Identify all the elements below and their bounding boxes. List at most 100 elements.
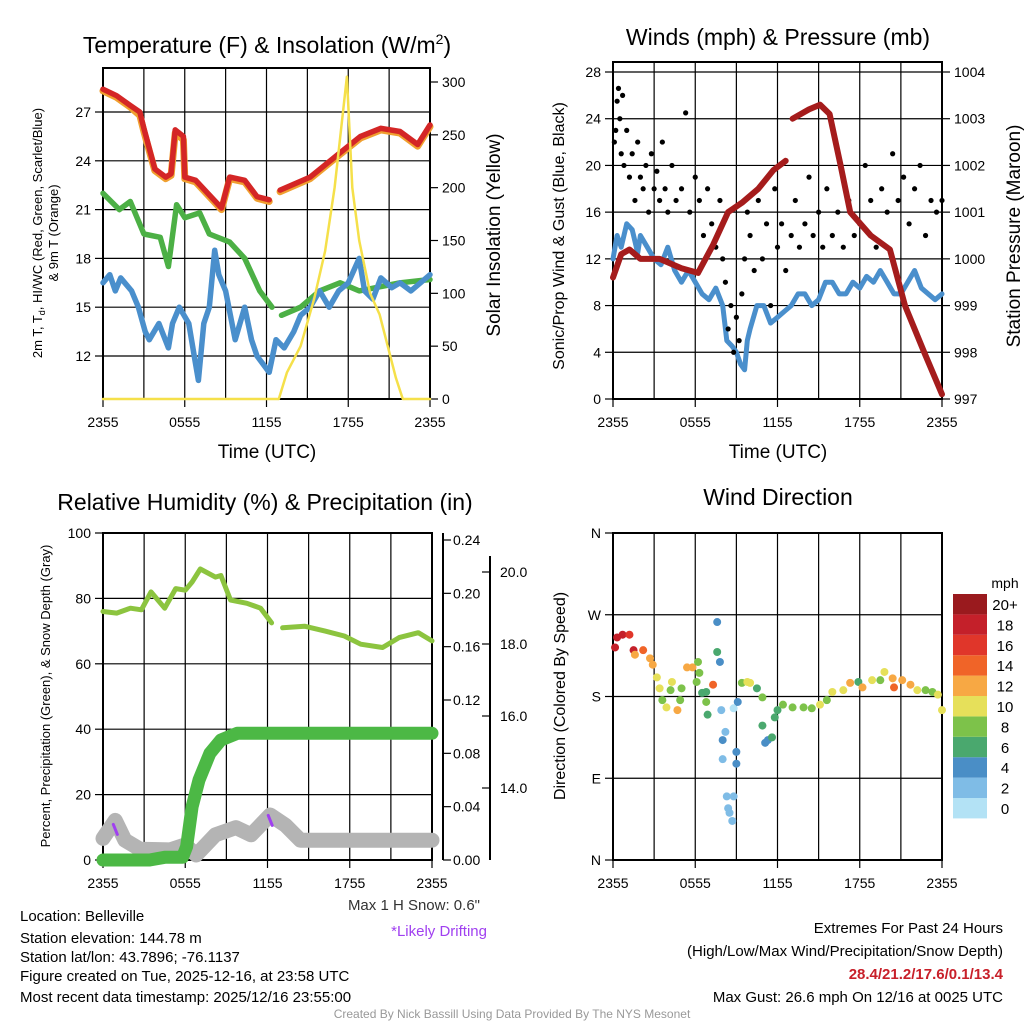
wind-direction-point	[709, 680, 718, 689]
legend-label: 12	[997, 679, 1014, 696]
right-y-tick-label: 300	[442, 74, 466, 90]
gust-point	[747, 232, 753, 239]
x-tick-label: 1755	[844, 414, 875, 430]
wind-direction-point	[898, 676, 907, 685]
series-hi-wc	[100, 247, 433, 384]
rh-panel-title: Relative Humidity (%) & Precipitation (i…	[57, 489, 472, 515]
x-tick-label: 2355	[416, 875, 447, 891]
y-tick-label: 100	[68, 525, 92, 541]
wind-direction-point	[652, 673, 661, 682]
legend-swatch	[953, 614, 987, 635]
y-tick-label: 24	[75, 153, 91, 169]
gust-point	[683, 110, 689, 116]
gust-point	[768, 302, 774, 309]
x-tick-label: 1755	[844, 875, 875, 891]
right-y-tick-label: 1004	[954, 64, 985, 80]
legend-label: 0	[1001, 801, 1009, 818]
wind-direction-point	[807, 704, 816, 713]
gust-point	[696, 197, 702, 204]
wind-direction-point	[702, 697, 711, 706]
gust-point	[624, 127, 630, 133]
gust-point	[783, 267, 789, 274]
y-tick-label: S	[592, 689, 601, 705]
legend-swatch	[953, 655, 987, 676]
x-tick-label: 1755	[334, 875, 365, 891]
gust-point	[763, 221, 770, 227]
series-solar	[101, 75, 432, 401]
legend-swatch	[953, 798, 987, 819]
right-y-tick-label: 1001	[954, 204, 985, 220]
gust-point	[731, 349, 737, 355]
wind-direction-point	[715, 657, 724, 666]
speed-legend: 0 2 4 6 8 10 12 14 16 18 20+	[953, 594, 1018, 819]
gust-point	[873, 244, 879, 250]
gust-point	[646, 209, 652, 215]
gust-point	[835, 209, 841, 215]
legend-label: 20+	[992, 597, 1018, 614]
y-tick-label: 0	[593, 391, 601, 407]
wind-direction-point	[655, 684, 664, 693]
gust-point	[709, 221, 715, 227]
gust-point	[651, 186, 657, 192]
gust-point	[744, 209, 750, 215]
gust-point	[728, 302, 734, 309]
gust-point	[617, 116, 623, 122]
gust-point	[717, 197, 723, 204]
wind-direction-point	[676, 696, 685, 705]
legend-swatch	[953, 716, 987, 737]
gust-point	[725, 326, 731, 332]
wind-y-axis-label: Sonic/Prop Wind & Gust (Blue, Black)	[551, 102, 568, 370]
gust-point	[704, 186, 711, 192]
wind-direction-point	[648, 660, 657, 669]
wind-direction-point	[732, 759, 741, 768]
x-tick-label: 1155	[762, 875, 792, 891]
wind-direction-point	[752, 684, 761, 693]
wind-direction-point	[938, 706, 946, 715]
wind-direction-point	[722, 792, 731, 801]
legend-label: 14	[997, 658, 1014, 675]
legend-label: 4	[1001, 760, 1009, 777]
legend-swatch	[953, 675, 987, 696]
gust-point	[851, 232, 857, 239]
legend-label: 18	[997, 617, 1014, 634]
legend-label: 6	[1001, 740, 1009, 757]
wind-direction-point	[858, 683, 867, 692]
gust-point	[640, 186, 646, 192]
x-tick-label: 1155	[252, 875, 282, 891]
plot-frame	[102, 532, 433, 861]
gust-point	[637, 174, 644, 180]
snow-tick-label: 14.0	[500, 780, 527, 796]
x-tick-label: 0555	[680, 875, 711, 891]
wind-direction-point	[913, 686, 922, 695]
y-tick-label: 12	[75, 348, 91, 364]
gust-point	[933, 209, 940, 215]
plot-frame	[612, 61, 943, 400]
series-pressure	[610, 101, 945, 398]
wind-direction-point	[658, 696, 667, 705]
gust-point	[779, 221, 785, 227]
x-tick-label: 0555	[170, 875, 201, 891]
right-y-tick-label: 1003	[954, 111, 985, 127]
legend-title: mph	[991, 575, 1018, 591]
wind-direction-point	[868, 676, 877, 685]
gust-point	[901, 174, 907, 180]
x-tick-label: 1155	[762, 414, 792, 430]
right-y-tick-label: 100	[442, 285, 466, 301]
gust-point	[879, 186, 885, 192]
right-y-tick-label: 0	[442, 391, 450, 407]
extremes-block: Extremes For Past 24 Hours (High/Low/Max…	[687, 920, 1004, 1006]
gust-point	[840, 244, 846, 250]
wind-direction-point	[713, 647, 722, 656]
gust-point	[806, 174, 812, 180]
y-tick-label: 12	[585, 251, 601, 267]
gust-point	[816, 209, 822, 215]
wind-direction-point	[890, 683, 899, 692]
precip-tick-label: 0.08	[453, 745, 480, 761]
series-snow-depth	[95, 807, 440, 863]
extremes-title: Extremes For Past 24 Hours	[814, 920, 1003, 937]
extremes-subtitle: (High/Low/Max Wind/Precipitation/Snow De…	[687, 943, 1003, 960]
plot-frame	[612, 532, 943, 861]
gust-point	[739, 291, 745, 297]
station-info: Location: Belleville Station elevation: …	[20, 908, 351, 1006]
